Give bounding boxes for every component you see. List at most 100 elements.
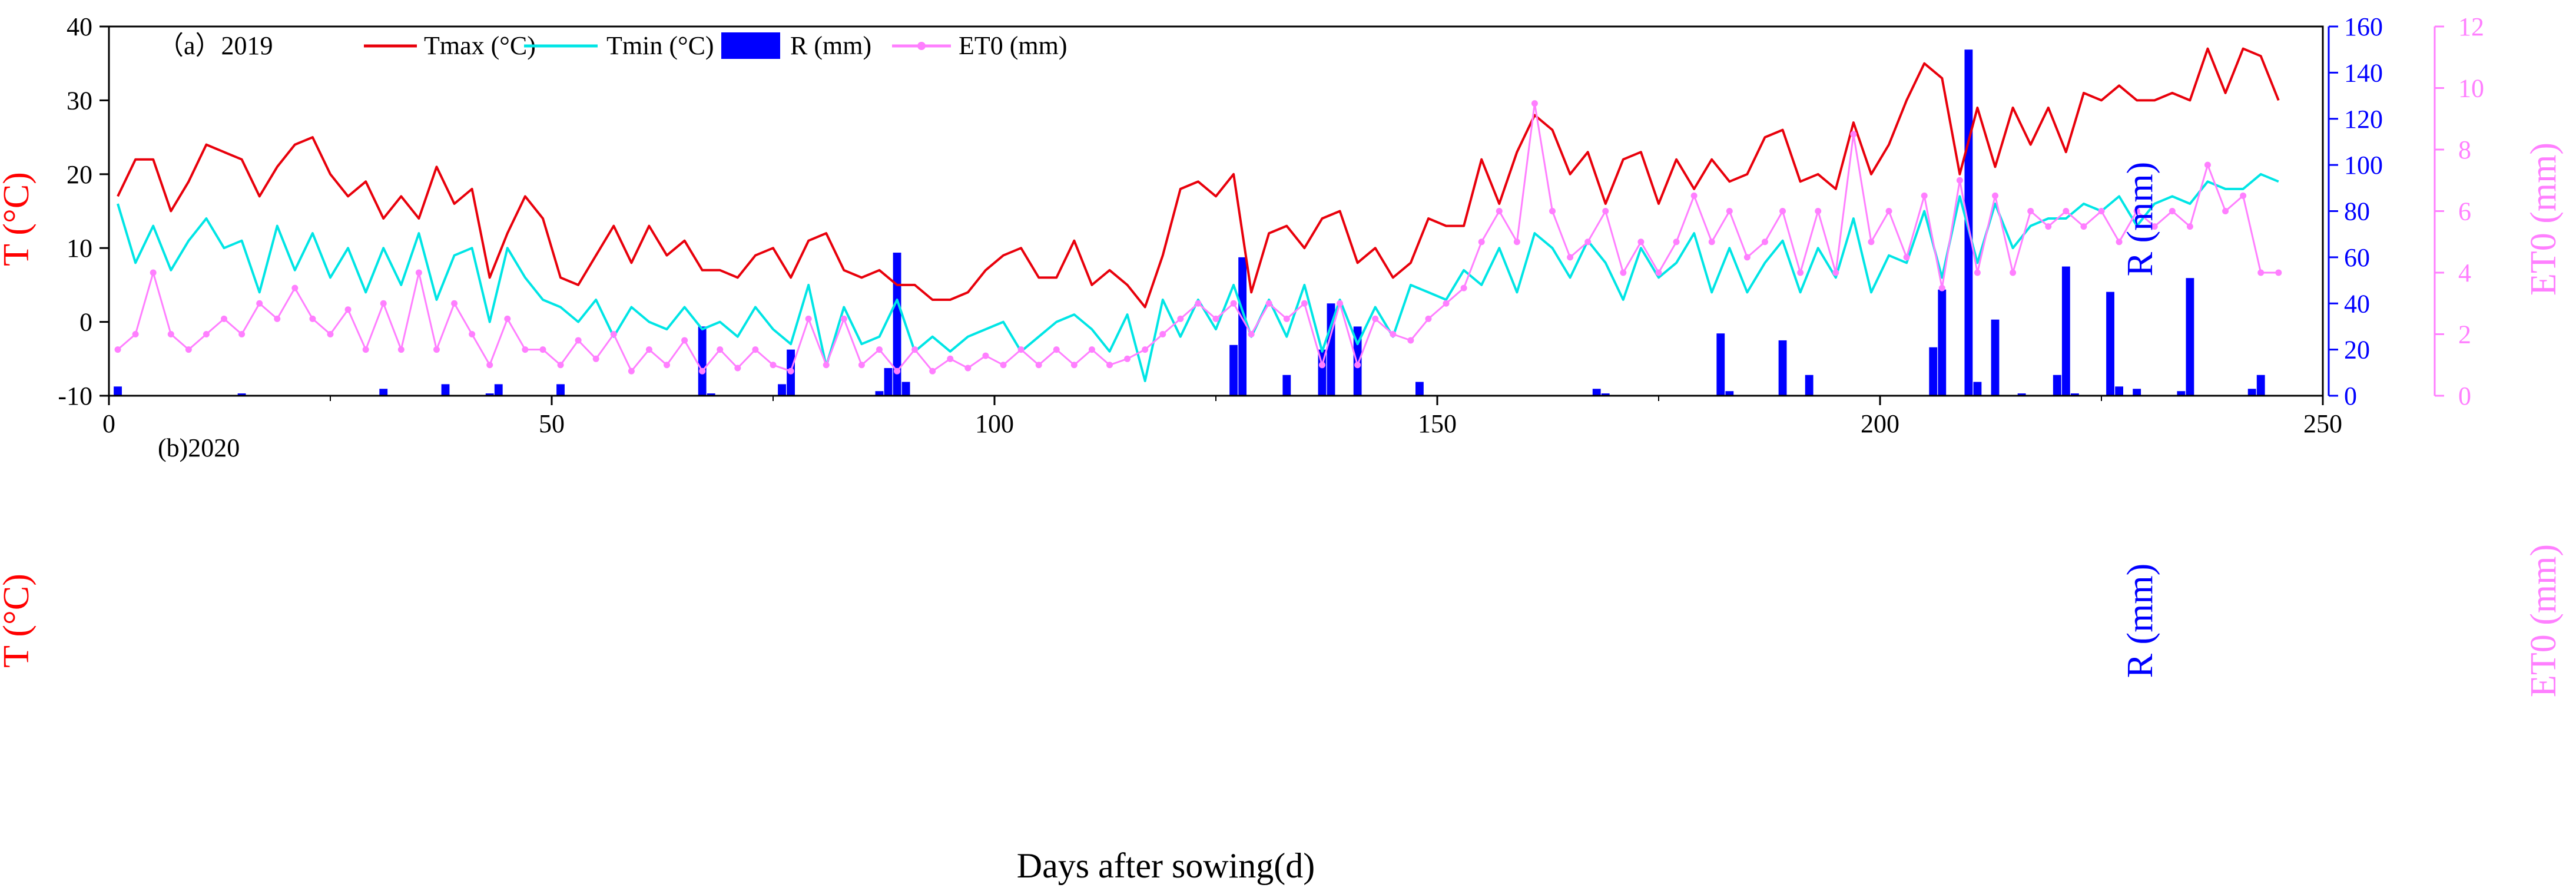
p2019-r-tick-label: 0 — [2344, 382, 2357, 410]
p2019-et0-point — [1992, 192, 1999, 199]
p2019-t-tick-label: 10 — [67, 234, 92, 263]
p2019-et0-point — [2275, 269, 2282, 276]
legend: Tmax (°C) Tmin (°C) R (mm) ET0 (mm) — [364, 31, 1067, 60]
p2019-et0-point — [982, 352, 989, 359]
p2019-rain-bar — [494, 384, 503, 396]
p2019-rain-bar — [2061, 266, 2070, 396]
p2019-et0-tick-label: 8 — [2458, 135, 2471, 164]
p2019-et0-point — [309, 315, 316, 322]
p2019-rain-bar — [1229, 345, 1238, 396]
p2019-x-tick-label: 50 — [539, 409, 565, 438]
p2019-rain-bar — [1778, 340, 1787, 396]
p2019-et0-point — [539, 346, 546, 353]
p2019-r-tick-label: 100 — [2344, 151, 2383, 180]
p2019-rain-bar — [698, 326, 707, 396]
p2019-et0-point — [486, 362, 493, 369]
p2019-rain-bar — [1973, 382, 1982, 396]
p2019-et0-point — [1938, 284, 1945, 292]
p2019-rain-bar — [893, 253, 901, 396]
p2019-et0-point — [2133, 208, 2140, 214]
p2019-et0-point — [1372, 315, 1379, 322]
p2019-et0-point — [2169, 208, 2176, 214]
p2019-rain-bar — [1805, 375, 1814, 396]
p2019-et0-point — [734, 365, 741, 372]
p2019-et0-point — [1354, 362, 1361, 369]
p2019-x-tick-label: 200 — [1861, 409, 1899, 438]
p2019-rain-bar — [1282, 375, 1291, 396]
p2019-et0-tick-label: 6 — [2458, 197, 2471, 226]
p2019-et0-point — [238, 331, 246, 337]
p2019-rain-bar — [875, 391, 884, 396]
p2019-et0-point — [645, 346, 652, 353]
p2019-r-tick-label: 120 — [2344, 105, 2383, 134]
panel-2019-r-axis-title: R (mm) — [2120, 162, 2160, 277]
p2019-et0-point — [1974, 269, 1981, 276]
p2019-et0-point — [1106, 362, 1113, 369]
p2019-et0-point — [221, 315, 228, 322]
p2019-et0-point — [132, 331, 139, 337]
p2019-rain-bar — [441, 384, 450, 396]
p2019-rain-bar — [2256, 375, 2265, 396]
p2019-et0-point — [1407, 337, 1414, 344]
p2019-rain-bar — [1725, 391, 1734, 396]
legend-r-label: R (mm) — [790, 31, 871, 60]
p2019-rain-bar — [2186, 278, 2194, 396]
p2019-et0-point — [291, 284, 299, 292]
p2019-et0-point — [1248, 331, 1255, 337]
p2019-et0-point — [2010, 269, 2017, 276]
p2019-et0-point — [1761, 239, 1768, 246]
p2019-et0-point — [1726, 208, 1733, 214]
p2019-et0-point — [929, 367, 936, 375]
p2019-rain-bar — [1601, 393, 1610, 396]
p2019-et0-point — [717, 346, 724, 353]
p2019-et0-point — [1337, 300, 1344, 307]
p2019-rain-bar — [379, 389, 388, 396]
panel-2020-left-axis-title: T (°C) — [0, 574, 37, 668]
p2019-et0-point — [1265, 300, 1272, 307]
panel-2019-rain-bars — [114, 49, 2265, 396]
p2019-et0-point — [876, 346, 883, 353]
p2019-rain-bar — [114, 386, 122, 396]
p2019-r-tick-label: 80 — [2344, 197, 2370, 226]
panel-2020-et0-axis-title: ET0 (mm) — [2524, 544, 2564, 697]
panel-2019-axes: 0 50 100 150 200 250-100102030400204060801001… — [58, 12, 2484, 438]
p2019-et0-point — [1584, 239, 1592, 246]
p2019-et0-point — [522, 346, 529, 353]
p2019-et0-point — [1460, 284, 1467, 292]
p2019-et0-point — [1690, 192, 1698, 199]
p2019-et0-point — [752, 346, 759, 353]
p2019-et0-point — [1496, 208, 1503, 214]
p2019-et0-point — [823, 362, 830, 369]
p2019-rain-bar — [778, 384, 786, 396]
p2019-rain-bar — [884, 367, 893, 396]
p2019-et0-point — [1478, 239, 1485, 246]
p2019-et0-point — [2204, 161, 2211, 168]
p2019-t-tick-label: 30 — [67, 86, 92, 115]
p2019-et0-point — [2027, 208, 2034, 214]
p2019-x-tick-label: 0 — [102, 409, 115, 438]
p2019-et0-point — [1124, 355, 1131, 362]
p2019-et0-point — [2257, 269, 2265, 276]
p2019-rain-bar — [1929, 347, 1938, 396]
p2019-et0-point — [1602, 208, 1609, 214]
legend-et0-marker — [917, 42, 926, 50]
p2019-et0-point — [469, 331, 476, 337]
p2019-et0-point — [1655, 269, 1662, 276]
p2019-et0-point — [1868, 239, 1875, 246]
p2019-et0-point — [1390, 331, 1397, 337]
legend-r-swatch — [721, 32, 780, 59]
p2019-et0-point — [185, 346, 192, 353]
p2019-r-tick-label: 40 — [2344, 289, 2370, 318]
p2019-et0-point — [2116, 239, 2123, 246]
legend-tmax-label: Tmax (°C) — [424, 31, 536, 60]
p2019-tmax-line — [117, 47, 2280, 309]
p2019-et0-point — [681, 337, 688, 344]
p2019-et0-point — [557, 362, 564, 369]
p2019-rain-bar — [2115, 386, 2123, 396]
p2019-et0-point — [114, 346, 121, 353]
p2019-rain-bar — [2133, 389, 2141, 396]
p2019-et0-point — [1797, 269, 1804, 276]
p2019-et0-point — [1212, 315, 1219, 322]
p2019-et0-point — [1743, 254, 1751, 261]
